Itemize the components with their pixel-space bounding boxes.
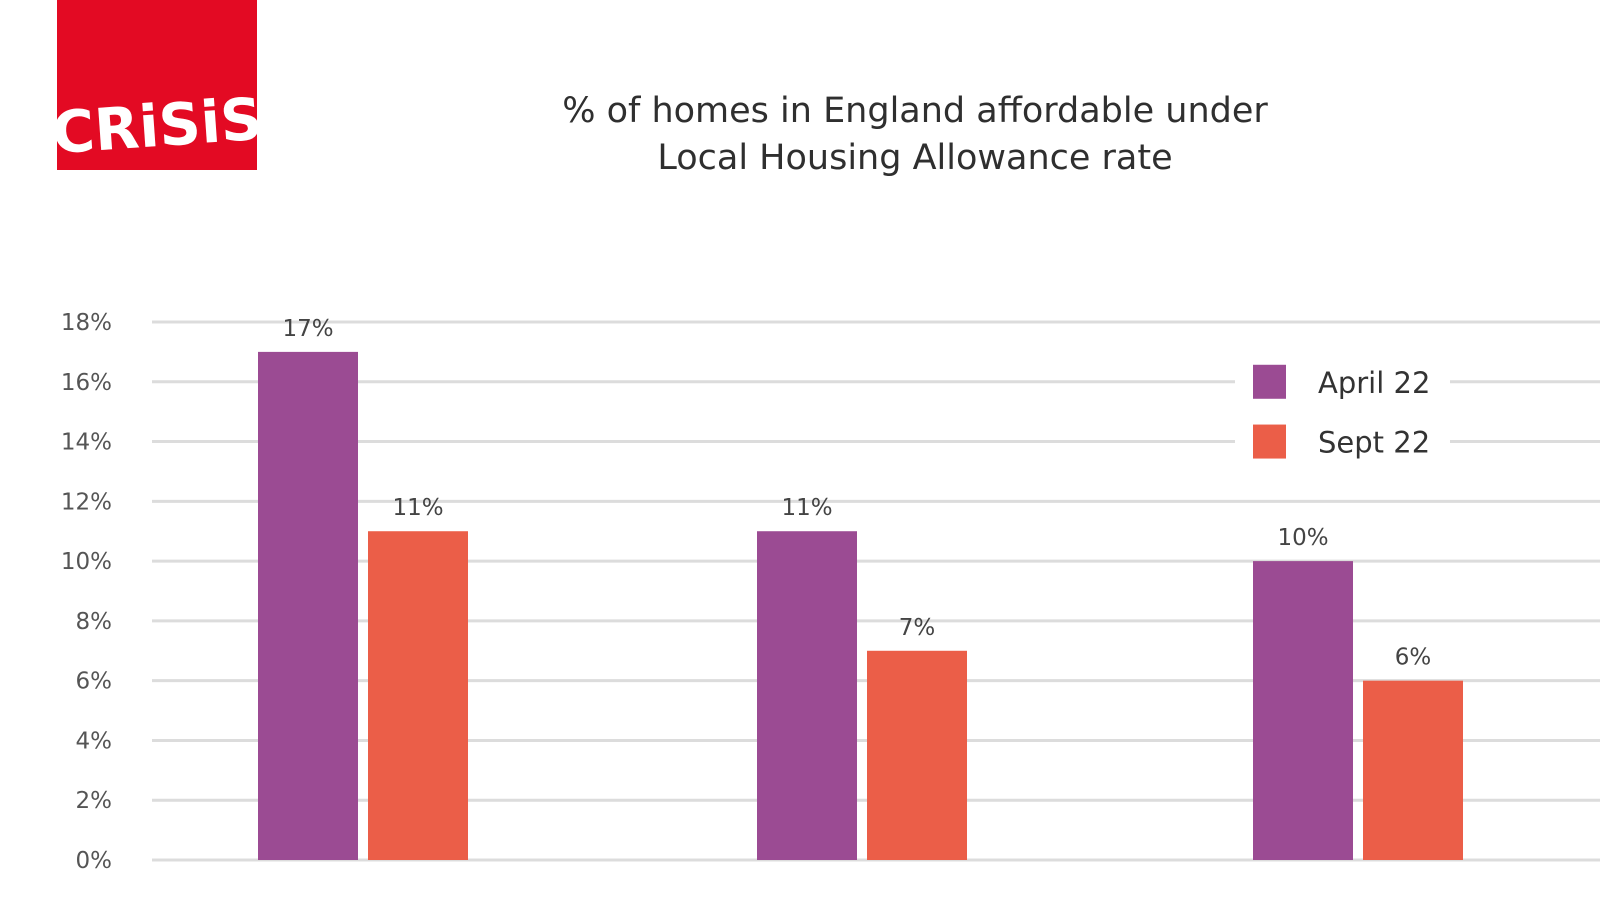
bar xyxy=(1253,561,1353,860)
data-label: 17% xyxy=(282,316,333,342)
bar xyxy=(368,531,468,860)
y-tick-label: 10% xyxy=(61,549,112,575)
bar xyxy=(757,531,857,860)
y-tick-label: 4% xyxy=(76,728,113,754)
data-label: 10% xyxy=(1277,525,1328,551)
legend-label: Sept 22 xyxy=(1318,426,1430,460)
legend-label: April 22 xyxy=(1318,366,1430,400)
svg-text:CRiSiS: CRiSiS xyxy=(57,85,257,168)
y-tick-label: 0% xyxy=(76,848,113,874)
y-tick-label: 14% xyxy=(61,430,112,456)
data-label: 7% xyxy=(899,615,936,641)
y-tick-label: 2% xyxy=(76,788,113,814)
bar xyxy=(258,351,358,860)
y-tick-label: 8% xyxy=(76,609,113,635)
bar xyxy=(1363,680,1463,860)
legend-swatch xyxy=(1253,364,1286,399)
data-label: 11% xyxy=(392,495,443,521)
chart-title: % of homes in England affordable under L… xyxy=(500,88,1330,182)
y-tick-label: 16% xyxy=(61,370,112,396)
crisis-logo: CRiSiS xyxy=(57,0,257,170)
crisis-logo-icon: CRiSiS xyxy=(57,0,257,170)
y-tick-label: 18% xyxy=(61,310,112,336)
chart-title-line-2: Local Housing Allowance rate xyxy=(657,138,1173,178)
y-tick-label: 6% xyxy=(76,669,113,695)
bar xyxy=(867,650,967,860)
y-tick-label: 12% xyxy=(61,489,112,515)
legend-swatch xyxy=(1253,424,1286,459)
data-label: 6% xyxy=(1395,645,1432,671)
chart-title-line-1: % of homes in England affordable under xyxy=(562,91,1268,131)
data-label: 11% xyxy=(781,495,832,521)
